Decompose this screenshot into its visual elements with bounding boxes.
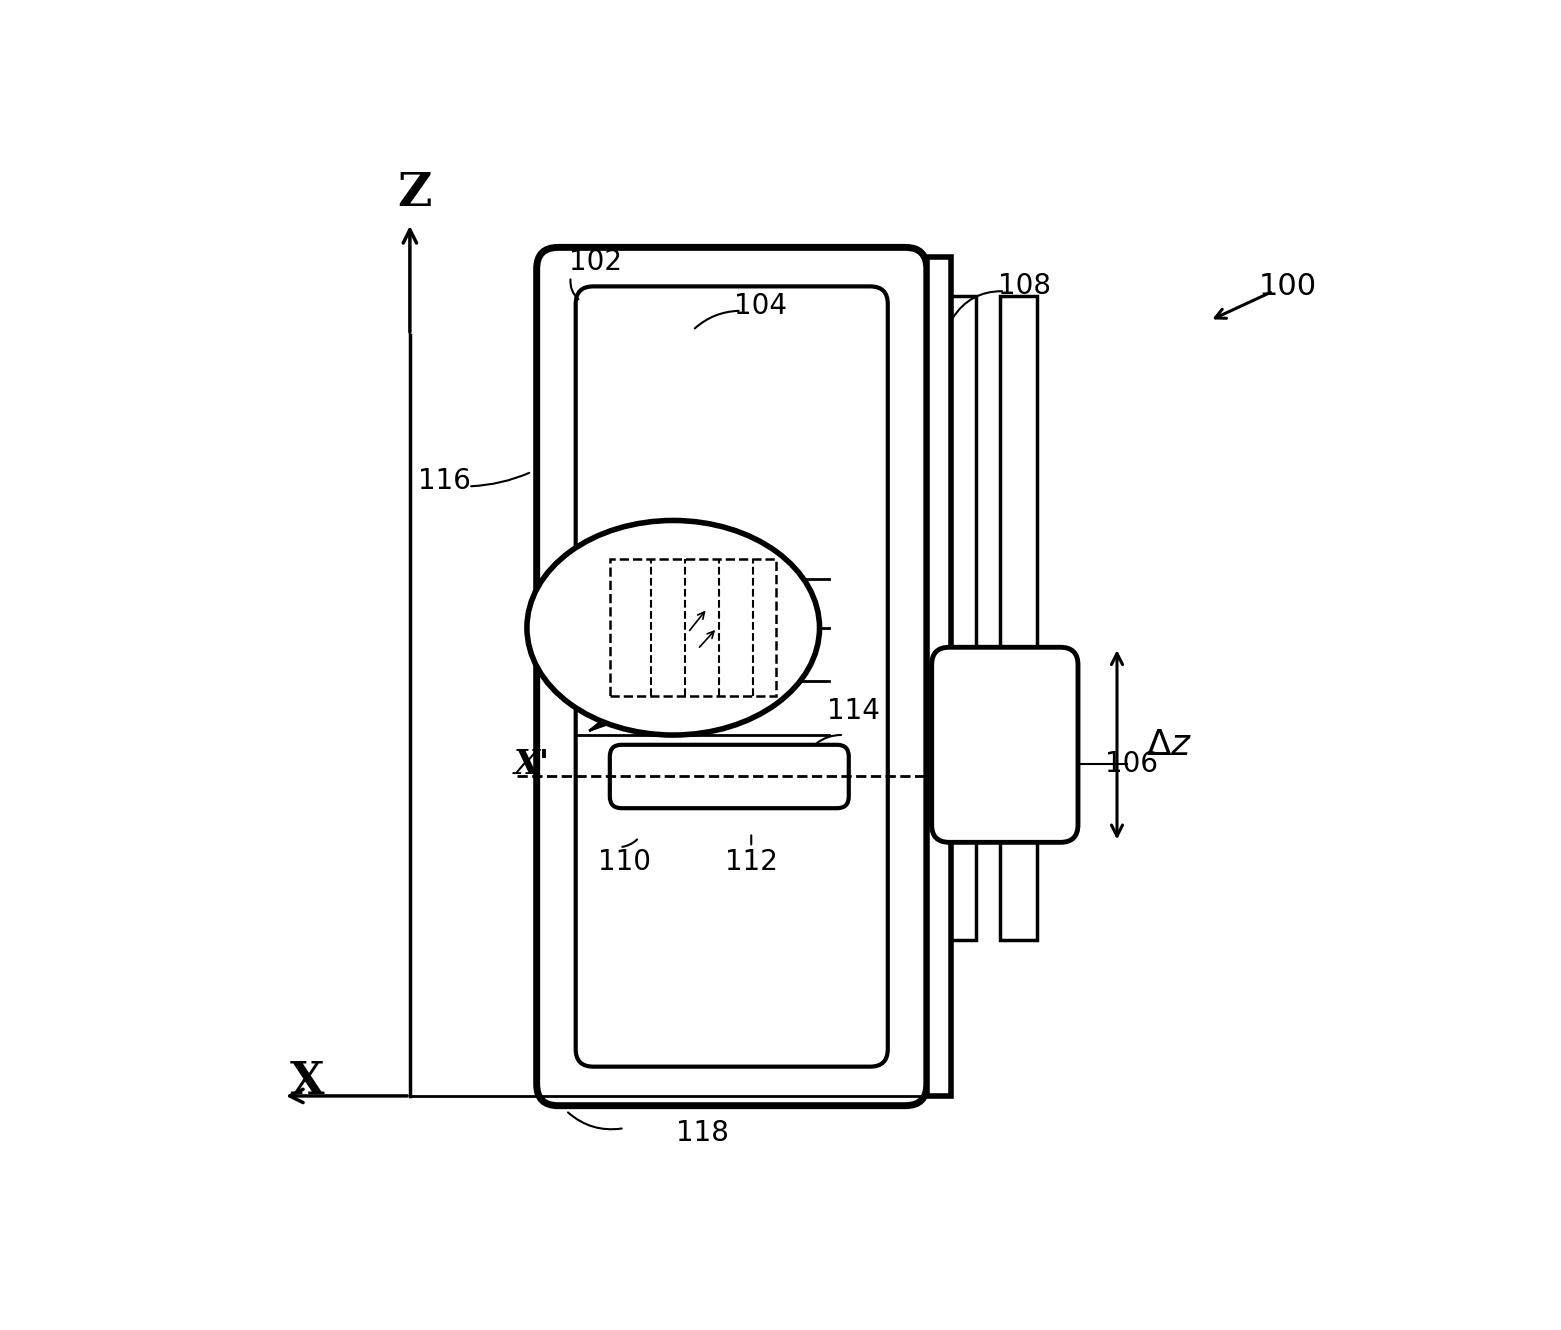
Text: 114: 114 — [827, 697, 880, 725]
FancyBboxPatch shape — [537, 247, 927, 1105]
Text: 110: 110 — [598, 847, 651, 876]
Text: 118: 118 — [676, 1119, 729, 1146]
Bar — [927, 257, 951, 1096]
Text: 116: 116 — [418, 467, 470, 496]
Text: 106: 106 — [1105, 750, 1158, 778]
Bar — [1001, 297, 1037, 940]
FancyBboxPatch shape — [932, 648, 1079, 842]
Text: X': X' — [514, 747, 549, 781]
Text: X: X — [290, 1060, 325, 1103]
Text: 112: 112 — [724, 847, 777, 876]
Text: 102: 102 — [568, 247, 621, 277]
Ellipse shape — [528, 520, 820, 735]
Text: $\Delta z$: $\Delta z$ — [1146, 728, 1193, 762]
Text: 100: 100 — [1258, 271, 1317, 301]
FancyBboxPatch shape — [576, 286, 888, 1067]
Bar — [610, 560, 776, 696]
Text: Z: Z — [398, 170, 432, 217]
FancyBboxPatch shape — [610, 745, 849, 809]
Text: 104: 104 — [735, 291, 787, 321]
Bar — [938, 297, 976, 940]
Text: 108: 108 — [997, 273, 1051, 301]
